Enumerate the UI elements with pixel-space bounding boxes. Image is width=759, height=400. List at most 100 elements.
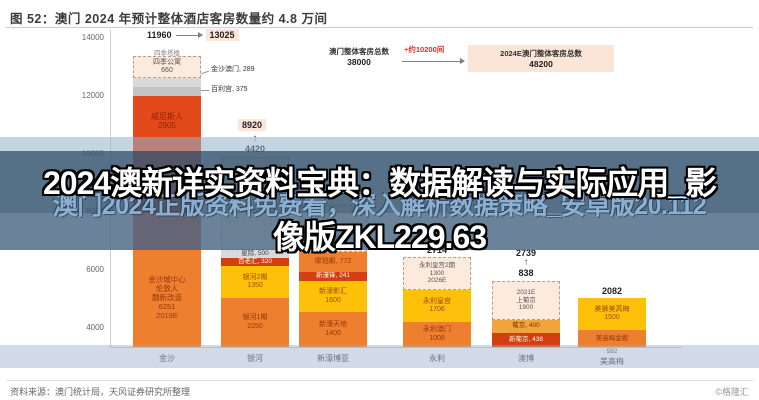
- watermark-title-line2: 像版ZKL229.63: [272, 219, 487, 255]
- segment-label: 新濠天地: [319, 321, 347, 329]
- segment-shangpujing: 2021E 上葡京 1900: [492, 281, 560, 320]
- bar1-to: 13025: [205, 29, 239, 41]
- y-tick: 12000: [81, 91, 104, 100]
- segment-label: 金沙城中心: [148, 275, 186, 285]
- bar5-to: 2739: [515, 248, 537, 258]
- segment-label: 伦敦人: [155, 284, 179, 294]
- segment-label: 葡京, 400: [512, 322, 540, 330]
- segment-value: 1300: [429, 269, 445, 277]
- bar5-up-arrow-icon: ↑: [523, 257, 529, 268]
- segment-yinhe2: 银河2期 1350: [221, 266, 289, 298]
- segment-label: 永利澳门: [423, 326, 451, 334]
- segment-meigaomeijindian: 美高梅金殿: [578, 330, 646, 347]
- bar6-total: 2082: [601, 286, 623, 296]
- segment-bailigong: [133, 87, 201, 96]
- bar6-value-below: 582: [606, 348, 618, 355]
- segment-value: 1600: [325, 296, 341, 304]
- segment-value: 1008: [429, 334, 445, 342]
- segment-meishimeigaomei: 美狮美高梅 1500: [578, 298, 646, 330]
- segment-value: 1350: [247, 282, 263, 289]
- bar1-flow: 11960 13025: [147, 29, 239, 41]
- watermark-title-line1: 2024澳新详实资料宝典：数据解读与实际应用_影: [43, 165, 717, 201]
- bar5-from: 838: [518, 268, 534, 278]
- segment-mopeisi: 摩珀斯, 772: [299, 252, 367, 272]
- segment-year: 2021E: [516, 289, 536, 297]
- segment-value: 1400: [325, 329, 341, 337]
- segment-label: 银河2期: [242, 273, 268, 281]
- total-current-value: 38000: [347, 57, 371, 67]
- segment-value: 6251: [158, 301, 176, 311]
- segment-label: 百老汇, 320: [238, 258, 272, 265]
- y-tick: 4000: [86, 323, 104, 332]
- segment-label: 摩珀斯, 772: [314, 257, 352, 265]
- overlay-stripe-main: [0, 151, 759, 213]
- segment-year: 2026E: [427, 277, 447, 285]
- callout-jinshaaomen: 金沙澳门, 289: [211, 66, 255, 73]
- segment-xinhaotiandi: 新濠天地 1400: [299, 312, 367, 347]
- segment-sijigongyu: 四季公寓 660: [133, 56, 201, 78]
- segment-label: 美狮美高梅: [594, 305, 630, 313]
- bar1-arrow-icon: [175, 31, 203, 38]
- callout-bailigong: 百利宫, 375: [211, 86, 248, 93]
- segment-xinpujing: 新葡京, 438: [492, 333, 560, 347]
- segment-year: 2019E: [156, 310, 178, 320]
- segment-label: 美高梅金殿: [595, 334, 629, 342]
- segment-value: 1706: [429, 306, 445, 313]
- y-tick: 14000: [81, 33, 104, 42]
- category-yongli: 永利: [429, 354, 445, 363]
- segment-value: 2250: [247, 322, 263, 330]
- segment-label: 永利皇宫2期: [418, 262, 456, 270]
- segment-value: 1500: [604, 314, 620, 321]
- segment-xinhaoyinghui: 新濠影汇 1600: [299, 281, 367, 312]
- bar2-to: 8920: [238, 119, 267, 131]
- watermark-background-text: 澳门2024正版资料免费看，深入解析数据策略_安卓版20.112: [52, 192, 707, 220]
- segment-yongliaomen: 永利澳门 1008: [403, 322, 471, 347]
- segment-label: 上葡京: [516, 296, 536, 304]
- brand-watermark: ©格隆汇: [715, 387, 749, 397]
- category-meigaomei: 美高梅: [600, 357, 624, 366]
- flow-arrow-icon: [402, 58, 465, 64]
- total-current: 澳门整体客房总数 38000: [316, 46, 402, 67]
- callout-line: [201, 90, 209, 91]
- bar1-from: 11960: [147, 30, 172, 40]
- overlay-stripe-bottom: [0, 345, 759, 368]
- category-yinhe: 银河: [247, 354, 263, 363]
- segment-value: 1900: [518, 304, 534, 312]
- segment-bailaohui: 百老汇, 320: [221, 258, 289, 266]
- x-axis-line: [110, 347, 682, 348]
- total-target-box: 2024E澳门整体客房总数 48200: [468, 45, 614, 72]
- bar4-from: 2714: [426, 245, 448, 255]
- footer-divider: [6, 380, 753, 381]
- segment-yonglihuanggong2: 永利皇宫2期 1300 2026E: [403, 257, 471, 290]
- category-xinhaoboya: 新濠博亚: [317, 354, 349, 363]
- callout-line: [201, 70, 209, 75]
- category-aobo: 澳博: [518, 354, 534, 363]
- y-tick: 6000: [86, 265, 104, 274]
- segment-label: 星际, 500: [241, 250, 269, 257]
- segment-label: 新濠影汇: [319, 288, 347, 296]
- segment-xinhaofeng: 新濠锋, 241: [299, 272, 367, 281]
- segment-yinhe1: 银河1期 2250: [221, 298, 289, 347]
- segment-label: 翻新改造: [152, 293, 182, 303]
- segment-label: 新葡京, 438: [509, 335, 543, 343]
- overlay-stripe-top: [0, 137, 759, 151]
- segment-pujing: 葡京, 400: [492, 320, 560, 333]
- title-divider: [6, 27, 753, 28]
- segment-yonglihuanggong: 永利皇宫 1706: [403, 290, 471, 322]
- figure-title: 图 52：澳门 2024 年预计整体酒店客房数量约 4.8 万间: [10, 12, 328, 26]
- total-current-label: 澳门整体客房总数: [329, 47, 389, 56]
- segment-label: 银河1期: [242, 314, 268, 322]
- total-target-value: 48200: [529, 59, 553, 69]
- segment-label: 永利皇宫: [423, 297, 451, 305]
- delta-label: +约10200间: [404, 45, 445, 54]
- overlay-stripe-lower: [0, 213, 759, 250]
- segment-label: 四季公寓: [153, 58, 181, 66]
- segment-label: 威尼斯人: [151, 112, 183, 121]
- segment-jinshacheng: 金沙城中心 伦敦人 翻新改造 6251 2019E: [133, 250, 201, 347]
- category-jinsha: 金沙: [159, 354, 175, 363]
- source-note: 资料来源：澳门统计局，天风证券研究所整理: [10, 387, 191, 397]
- segment-value: 660: [161, 67, 173, 74]
- segment-label: 新濠锋, 241: [316, 272, 350, 280]
- segment-xingji: 星际, 500: [221, 250, 289, 258]
